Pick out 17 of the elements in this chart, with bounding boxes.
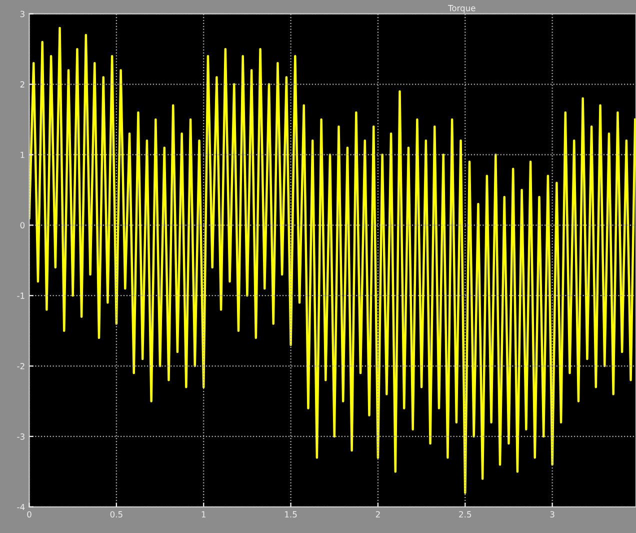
x-tick-label: 2 — [376, 511, 380, 518]
y-tick-label: 2 — [20, 81, 24, 88]
y-tick-label: 1 — [20, 152, 24, 158]
y-tick-label: -3 — [17, 433, 24, 440]
y-tick-label: -1 — [17, 292, 24, 299]
line-series — [29, 26, 636, 494]
chart-title: Torque — [448, 5, 476, 13]
y-tick-label: -2 — [17, 363, 24, 370]
x-tick-label: 3 — [550, 511, 554, 518]
y-tick-label: -4 — [17, 504, 25, 510]
x-tick-label: 0.5 — [110, 511, 122, 518]
x-tick-label: 1.5 — [285, 511, 297, 518]
y-tick-label: 3 — [20, 10, 24, 18]
x-tick-label: 1 — [202, 511, 206, 518]
y-tick-label: 0 — [20, 222, 25, 228]
x-tick-label: 0 — [27, 511, 32, 518]
x-tick-label: 2.5 — [459, 511, 472, 518]
